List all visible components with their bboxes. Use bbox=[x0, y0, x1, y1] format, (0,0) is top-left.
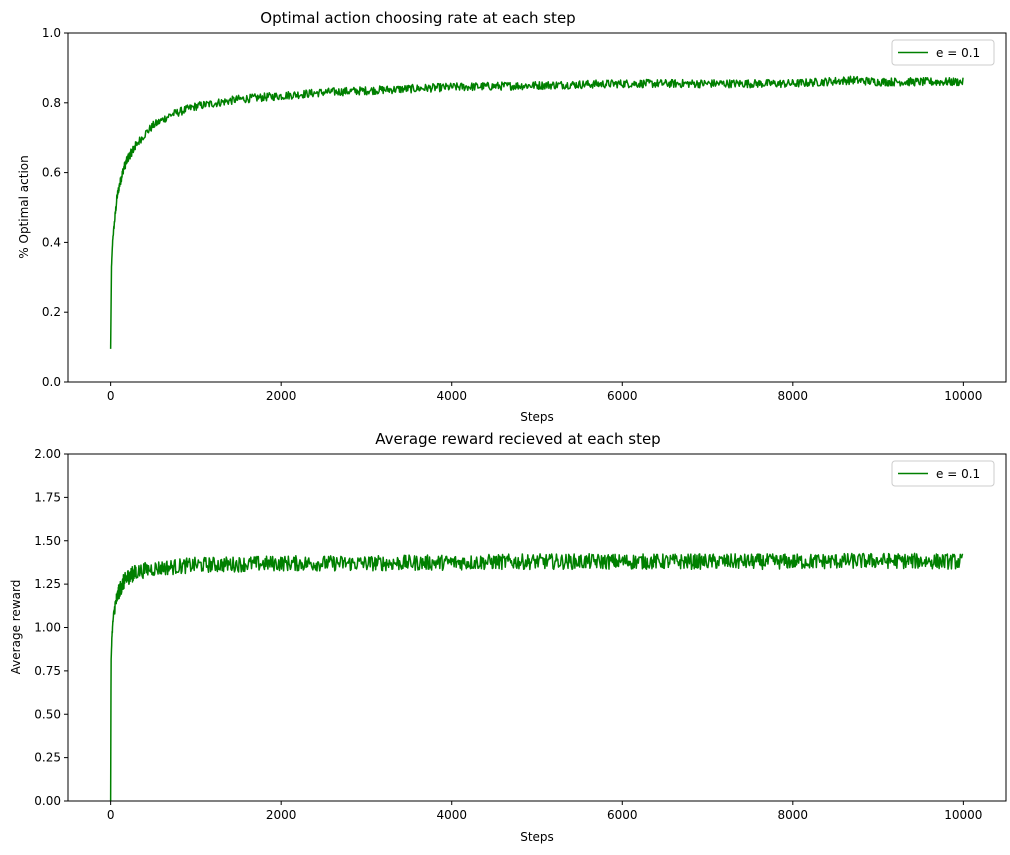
x-tick-label: 0 bbox=[107, 389, 115, 403]
y-tick-label: 0.50 bbox=[34, 707, 61, 721]
x-axis-label: Steps bbox=[520, 410, 554, 424]
chart-optimal-action: Optimal action choosing rate at each ste… bbox=[17, 9, 1007, 424]
y-tick-label: 0.00 bbox=[34, 794, 61, 808]
y-tick-label: 2.00 bbox=[34, 447, 61, 461]
y-axis-label: Average reward bbox=[9, 580, 23, 675]
x-tick-label: 10000 bbox=[944, 389, 982, 403]
legend-box bbox=[891, 460, 995, 487]
chart-title: Optimal action choosing rate at each ste… bbox=[260, 9, 575, 27]
chart-title: Average reward recieved at each step bbox=[375, 430, 660, 448]
y-tick-label: 0.4 bbox=[42, 235, 61, 249]
legend-label: e = 0.1 bbox=[936, 467, 980, 481]
y-tick-label: 1.25 bbox=[34, 577, 61, 591]
x-tick-label: 8000 bbox=[778, 808, 809, 822]
series-line-e-0-1 bbox=[109, 75, 964, 349]
x-tick-label: 6000 bbox=[607, 389, 638, 403]
legend: e = 0.1 bbox=[891, 460, 995, 487]
x-tick-label: 0 bbox=[107, 808, 115, 822]
x-tick-label: 2000 bbox=[266, 808, 297, 822]
chart-average-reward: Average reward recieved at each step 0 20… bbox=[9, 430, 1007, 844]
y-tick-label: 0.6 bbox=[42, 166, 61, 180]
y-tick-label: 0.2 bbox=[42, 305, 61, 319]
series-line-e-0-1 bbox=[109, 552, 964, 802]
y-tick-label: 0.75 bbox=[34, 664, 61, 678]
y-tick-label: 1.50 bbox=[34, 534, 61, 548]
tick-group: 0 2000 4000 6000 8000 10000 0.00 0.25 0.50 0.75 1.… bbox=[34, 447, 982, 822]
x-axis-label: Steps bbox=[520, 830, 554, 844]
x-tick-label: 4000 bbox=[436, 389, 467, 403]
y-tick-label: 0.8 bbox=[42, 96, 61, 110]
y-tick-label: 1.0 bbox=[42, 26, 61, 40]
legend-box bbox=[891, 39, 995, 66]
x-tick-label: 8000 bbox=[778, 389, 809, 403]
tick-group: 0 2000 4000 6000 8000 10000 0.0 0.2 0.4 0.6 0.8 1.0 bbox=[42, 26, 983, 403]
y-tick-label: 0.25 bbox=[34, 751, 61, 765]
legend: e = 0.1 bbox=[891, 39, 995, 66]
x-tick-label: 2000 bbox=[266, 389, 297, 403]
plot-frame bbox=[67, 453, 1007, 802]
x-tick-label: 10000 bbox=[944, 808, 982, 822]
x-tick-label: 4000 bbox=[436, 808, 467, 822]
x-tick-label: 6000 bbox=[607, 808, 638, 822]
y-tick-label: 1.75 bbox=[34, 490, 61, 504]
y-tick-label: 1.00 bbox=[34, 621, 61, 635]
y-axis-label: % Optimal action bbox=[17, 155, 31, 258]
legend-label: e = 0.1 bbox=[936, 46, 980, 60]
plot-frame bbox=[67, 32, 1007, 383]
y-tick-label: 0.0 bbox=[42, 375, 61, 389]
